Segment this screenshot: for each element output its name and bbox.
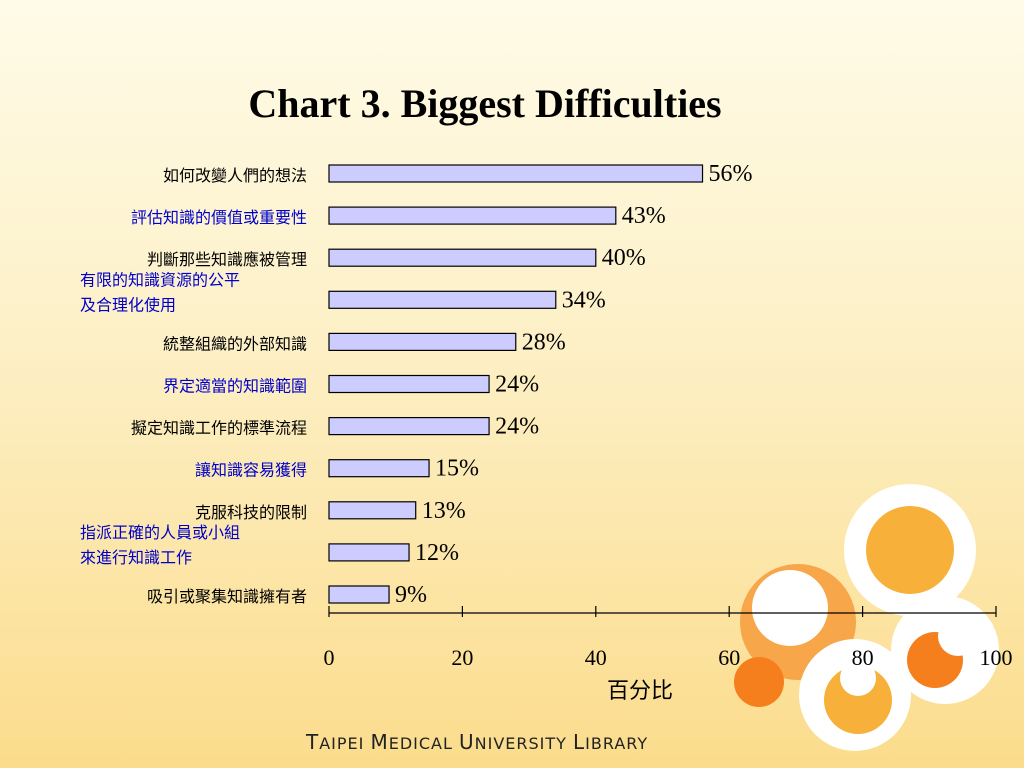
value-label-1: 43% [622, 203, 666, 229]
bar-0 [328, 164, 704, 183]
category-label-9-line-1: 來進行知識工作 [80, 548, 192, 567]
bar-6 [328, 417, 490, 436]
category-label-9-line-0: 指派正確的人員或小組 [80, 523, 240, 542]
category-label-3-line-1: 及合理化使用 [80, 295, 176, 314]
bar-4 [328, 332, 517, 351]
category-label-2: 判斷那些知識應被管理 [147, 250, 307, 269]
value-label-7: 15% [435, 456, 479, 482]
decor-circle-10 [840, 660, 876, 696]
value-label-0: 56% [709, 161, 753, 187]
decorative-circles [734, 484, 999, 751]
value-label-5: 24% [495, 372, 539, 398]
category-label-8: 克服科技的限制 [195, 503, 307, 522]
x-tick-label-3: 60 [718, 645, 740, 670]
x-axis: 0 20 40 60 80 100 百分比 [324, 606, 1013, 704]
bar-5 [328, 374, 490, 394]
value-label-8: 13% [422, 498, 466, 524]
footer-library-name: TAIPEI MEDICAL UNIVERSITY LIBRARY [306, 730, 649, 754]
category-label-4: 統整組織的外部知識 [163, 334, 307, 353]
value-label-2: 40% [602, 245, 646, 271]
bar-8 [328, 501, 417, 520]
x-tick-label-4: 80 [852, 645, 874, 670]
category-label-0: 如何改變人們的想法 [163, 166, 307, 185]
bar-1 [328, 206, 617, 225]
value-label-10: 9% [395, 582, 427, 608]
bar-7 [328, 459, 430, 478]
category-label-7: 讓知識容易獲得 [195, 461, 307, 480]
bar-3 [328, 290, 557, 309]
value-label-9: 12% [415, 540, 459, 566]
x-tick-label-5: 100 [980, 645, 1013, 670]
x-axis-title: 百分比 [607, 679, 673, 704]
bar-9 [328, 543, 410, 562]
decor-circle-1 [866, 506, 954, 594]
value-label-3: 34% [562, 287, 606, 313]
decor-circle-3 [752, 570, 828, 646]
decor-circle-9 [734, 657, 784, 707]
category-label-6: 擬定知識工作的標準流程 [131, 419, 307, 438]
bar-10 [328, 585, 390, 604]
value-label-6: 24% [495, 414, 539, 440]
category-label-1: 評估知識的價值或重要性 [131, 208, 307, 227]
category-label-3-line-0: 有限的知識資源的公平 [80, 270, 240, 289]
x-tick-label-0: 0 [324, 645, 335, 670]
x-tick-label-2: 40 [585, 645, 607, 670]
x-tick-label-1: 20 [451, 645, 473, 670]
bars-group: 56% 43% 40% 34% 28% 24% 24% 15% 13% 12% 9% [328, 161, 753, 608]
value-label-4: 28% [522, 329, 566, 355]
category-labels: 如何改變人們的想法評估知識的價值或重要性判斷那些知識應被管理有限的知識資源的公平… [80, 166, 307, 606]
decor-circle-8 [938, 616, 978, 656]
bar-2 [328, 248, 597, 267]
chart-title: Chart 3. Biggest Difficulties [248, 81, 722, 126]
category-label-10: 吸引或聚集知識擁有者 [147, 587, 307, 606]
category-label-5: 界定適當的知識範圍 [163, 377, 307, 396]
